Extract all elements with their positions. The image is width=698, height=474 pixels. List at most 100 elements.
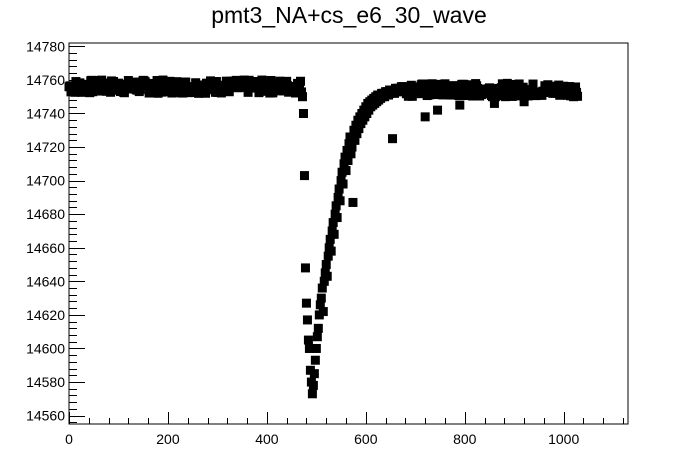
- data-point: [309, 369, 319, 379]
- data-point: [319, 276, 329, 286]
- data-point: [216, 88, 226, 98]
- data-point: [329, 229, 339, 239]
- data-point: [119, 88, 129, 98]
- data-point: [354, 124, 364, 134]
- data-point: [299, 171, 309, 181]
- y-tick-label: 14700: [26, 173, 65, 189]
- data-point: [307, 389, 317, 399]
- data-point: [135, 85, 145, 95]
- y-tick-label: 14780: [26, 38, 65, 54]
- data-point: [174, 77, 184, 87]
- data-point: [312, 332, 322, 342]
- data-point: [316, 293, 326, 303]
- data-point: [519, 97, 529, 107]
- data-point: [571, 82, 581, 92]
- data-point: [420, 81, 430, 91]
- data-points: [64, 75, 583, 399]
- y-tick-label: 14660: [26, 240, 65, 256]
- data-point: [123, 76, 133, 86]
- data-point: [302, 315, 312, 325]
- x-tick-label: 200: [156, 431, 180, 447]
- data-point: [181, 77, 191, 87]
- data-point: [321, 260, 331, 270]
- x-tick-label: 600: [354, 431, 378, 447]
- data-point: [315, 300, 325, 310]
- data-point: [297, 92, 307, 102]
- data-point: [323, 251, 333, 261]
- data-point: [313, 323, 323, 333]
- x-tick-label: 400: [255, 431, 279, 447]
- data-point: [297, 87, 307, 97]
- data-point: [350, 135, 360, 145]
- data-point: [332, 213, 342, 223]
- data-point: [303, 335, 313, 345]
- data-point: [565, 82, 575, 92]
- data-point: [298, 108, 308, 118]
- data-point: [304, 343, 314, 353]
- data-point: [128, 77, 138, 87]
- y-tick-label: 14600: [26, 340, 65, 356]
- x-tick-label: 0: [65, 431, 73, 447]
- data-point: [310, 355, 320, 365]
- data-point: [440, 79, 450, 89]
- data-point: [338, 179, 348, 189]
- y-tick-label: 14740: [26, 105, 65, 121]
- y-tick-label: 14720: [26, 139, 65, 155]
- y-tick-label: 14580: [26, 374, 65, 390]
- x-tick-label: 1000: [548, 431, 579, 447]
- data-point: [347, 142, 357, 152]
- y-tick-label: 14640: [26, 273, 65, 289]
- data-point: [325, 234, 335, 244]
- y-tick-label: 14680: [26, 206, 65, 222]
- data-point: [328, 218, 338, 228]
- data-point: [266, 75, 276, 85]
- plot-frame: [68, 42, 629, 425]
- data-point: [433, 105, 443, 115]
- data-point: [317, 283, 327, 293]
- data-point: [455, 100, 465, 110]
- plot-border: [68, 42, 629, 425]
- data-point: [420, 112, 430, 122]
- data-point: [500, 92, 510, 102]
- data-point: [489, 98, 499, 108]
- data-point: [322, 271, 332, 281]
- data-point: [318, 307, 328, 317]
- data-point: [343, 155, 353, 165]
- data-point: [528, 79, 538, 89]
- data-point: [157, 87, 167, 97]
- data-point: [346, 149, 356, 159]
- data-point: [399, 85, 409, 95]
- data-point: [331, 201, 341, 211]
- data-point: [295, 81, 305, 91]
- data-point: [554, 80, 564, 90]
- y-axis: 14560 14580 14600 14620 14640 14660 14680 14700…: [26, 38, 85, 424]
- data-point: [573, 91, 583, 101]
- data-point: [301, 298, 311, 308]
- data-point: [300, 263, 310, 273]
- data-point: [292, 88, 302, 98]
- data-point: [352, 129, 362, 139]
- data-point: [211, 77, 221, 87]
- data-point: [326, 246, 336, 256]
- data-point: [427, 79, 437, 89]
- data-point: [308, 380, 318, 390]
- data-point: [224, 87, 234, 97]
- data-point: [431, 90, 441, 100]
- data-point: [518, 82, 528, 92]
- data-point: [334, 184, 344, 194]
- data-point: [168, 86, 178, 96]
- data-point: [335, 196, 345, 206]
- data-point: [311, 343, 321, 353]
- y-tick-label: 14620: [26, 307, 65, 323]
- data-point: [464, 80, 474, 90]
- y-tick-label: 14560: [26, 408, 65, 424]
- data-point: [348, 197, 358, 207]
- data-point: [345, 132, 355, 142]
- data-point: [97, 75, 107, 85]
- data-point: [152, 76, 162, 86]
- data-point: [388, 134, 398, 144]
- x-axis: 0 200 400 600 800 1000: [65, 412, 624, 447]
- x-tick-label: 800: [453, 431, 477, 447]
- data-point: [341, 166, 351, 176]
